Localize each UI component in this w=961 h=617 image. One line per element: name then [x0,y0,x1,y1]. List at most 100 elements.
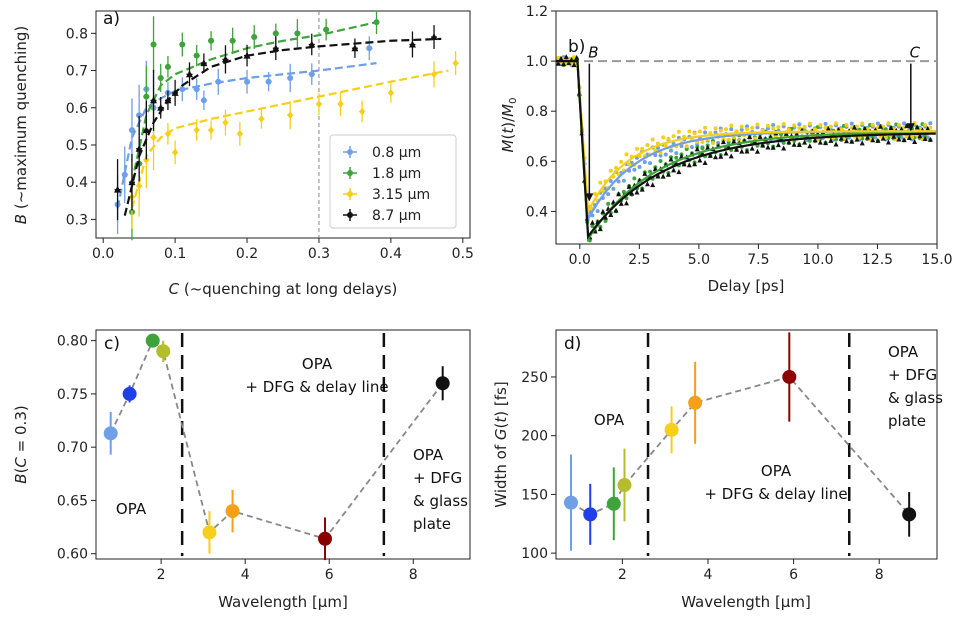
panel-b-point [600,208,606,214]
panel-b-point [561,61,567,67]
panel-a-point [251,34,258,41]
panel-b-point [713,154,719,160]
panel-b-point [886,121,891,126]
panel-b-point [629,190,635,196]
panel-b-point [744,127,749,132]
panel-c-2-ytick-label: 0.70 [57,440,88,456]
panel-b-point [885,139,891,145]
panel-b-point [731,138,737,144]
panel-a-ylabel-part-1: (~maximum quenching) [12,26,30,214]
panel-a-point [193,86,200,93]
panel-a-point [222,118,229,127]
panel-b-point [765,144,771,150]
panel-b-point [864,134,870,140]
panel-d-3-xtick-label: 2 [618,567,627,583]
panel-d-ylabel-part-0: Width of [492,440,510,508]
panel-a-point [150,96,158,104]
panel-b-point [608,168,613,173]
panel-c-point [318,531,333,546]
panel-b-point [642,170,648,176]
panel-b-point [665,171,671,177]
panel-b-arrowhead [585,193,594,202]
panel-b-point [875,121,880,126]
panel-d-point [664,422,679,437]
panel-a-legend-marker [347,170,353,176]
panel-a-legend [329,134,457,229]
panel-b-point [723,150,729,156]
panel-b-point [775,142,781,148]
panel-b-ylabel-part-1: ( [499,134,517,140]
panel-a-0-xtick-label: 0.2 [236,246,258,262]
panel-a-point [431,70,438,79]
panel-b-point [644,181,650,187]
panel-a-point [157,103,165,111]
panel-b-ylabel-part-4: M [499,104,517,117]
panel-a-point [265,78,272,85]
panel-b-point [797,126,802,131]
panel-a-point [150,41,157,48]
panel-b-point [611,186,616,191]
panel-a-point [142,126,150,134]
panel-a-point [387,88,394,97]
panel-b-point [922,135,928,141]
panel-a-xlabel: C (~quenching at long delays) [169,280,398,298]
panel-b-point [669,148,674,153]
panel-a-legend-marker [347,149,353,155]
panel-b-point [862,125,868,131]
panel-b-point [859,140,865,146]
panel-b-point [757,133,763,139]
panel-b-ylabel-part-0: M [499,139,517,152]
panel-b-point [870,122,875,127]
panel-c-point [145,333,160,348]
panel-b-point [724,127,729,132]
panel-d-point [606,496,621,511]
panel-a-point [287,111,294,120]
panel-b-point [807,138,812,143]
panel-c-region-label: OPA [302,355,333,373]
panel-b-point [728,153,734,159]
panel-b-point [833,141,839,147]
panel-b-point [674,151,679,156]
panel-b-point [923,122,928,127]
panel-c-2-xtick-label: 4 [241,567,250,583]
panel-b-point [927,136,933,142]
panel-b-1-xtick-label: 7.5 [747,252,769,268]
panel-b-point [817,139,823,145]
panel-b-point [697,157,703,163]
panel-a-point [366,45,373,52]
panel-c-point [225,504,240,519]
panel-d-region-label: + DFG & delay line [704,485,847,503]
panel-a-point [243,51,251,59]
panel-b-point [608,211,614,217]
panel-b-point [720,139,726,145]
panel-b-point [794,131,800,137]
panel-b-point [883,127,888,132]
panel-a-xlabel-part-1: (~quenching at long delays) [179,280,397,298]
panel-b-point [621,189,626,194]
panel-b-point [718,153,724,159]
panel-b-1-ytick-label: 1.0 [526,54,548,70]
panel-b-point [655,173,661,179]
panel-a-point [373,19,380,26]
panel-a-point [179,86,186,93]
panel-a-fit-line [123,37,442,216]
panel-b-1-xtick-label: 12.5 [862,252,893,268]
panel-b-ylabel: M(t)/M0 [499,98,519,153]
panel-b-point [849,138,855,144]
panel-b-point [914,124,920,130]
panel-a-point [143,93,150,100]
panel-b-point [925,125,931,131]
panel-b-point [687,129,692,134]
panel-b-point [658,159,663,164]
panel-a-point [121,171,128,178]
panel-b-point [823,125,828,130]
panel-d-point [563,495,578,510]
panel-d-3-ytick-label: 150 [521,487,548,503]
panel-b-fit-line [556,60,936,243]
panel-a-point [452,59,459,68]
panel-b-point [896,136,902,142]
panel-b-point [640,146,645,151]
panel-a-point [193,52,200,59]
panel-a-point [287,74,294,81]
panel-b-point [616,191,622,197]
